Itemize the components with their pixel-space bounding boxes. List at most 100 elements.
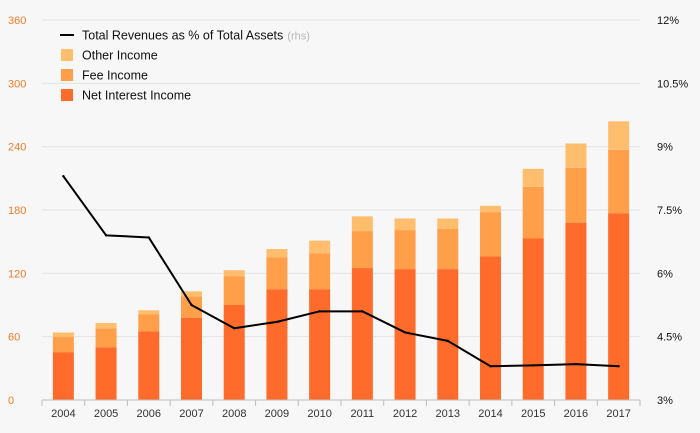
y-left-tick-label: 360 (8, 15, 26, 27)
bar-other-income (522, 168, 544, 187)
y-right-tick-label: 7.5% (657, 205, 682, 217)
bar-other-income (181, 291, 202, 297)
bar-net-interest-income (266, 289, 288, 400)
bar-other-income (52, 332, 74, 337)
bar-other-income (138, 310, 160, 315)
legend-label-text: Fee Income (82, 69, 148, 83)
line-point (574, 362, 578, 366)
bar-other-income (608, 121, 630, 150)
legend-color-swatch (61, 89, 73, 101)
bar-fee-income (437, 229, 459, 270)
y-right-tick-label: 3% (657, 395, 673, 407)
bar-fee-income (266, 257, 288, 290)
bar-other-income (95, 322, 117, 329)
x-tick-label: 2012 (393, 408, 417, 420)
y-left-tick-label: 240 (8, 142, 26, 154)
line-point (617, 365, 620, 368)
legend-label: Total Revenues as % of Total Assets (rhs) (82, 29, 310, 43)
bar-fee-income (480, 212, 501, 257)
y-right-tick-label: 12% (657, 15, 679, 27)
line-point (318, 310, 321, 313)
bar-net-interest-income (437, 269, 459, 400)
y-right-tick-label: 9% (657, 142, 673, 154)
legend-label: Fee Income (82, 69, 148, 83)
x-tick-label: 2004 (51, 408, 75, 420)
line-point (489, 365, 492, 368)
bar-net-interest-income (223, 305, 245, 400)
line-point (275, 320, 279, 324)
bar-net-interest-income (394, 269, 416, 400)
bar-fee-income (394, 230, 416, 270)
bar-net-interest-income (52, 352, 74, 400)
bar-net-interest-income (565, 222, 587, 400)
bar-net-interest-income (138, 331, 160, 400)
legend-note: (rhs) (287, 31, 310, 43)
y-left-tick-label: 180 (8, 205, 26, 217)
x-tick-label: 2005 (94, 408, 118, 420)
legend-label-text: Total Revenues as % of Total Assets (82, 29, 283, 43)
bar-fee-income (309, 253, 331, 290)
bars (52, 121, 630, 400)
bar-fee-income (608, 149, 630, 214)
bar-net-interest-income (181, 317, 202, 400)
bar-other-income (223, 270, 245, 277)
bar-net-interest-income (95, 347, 117, 400)
bar-net-interest-income (608, 213, 630, 400)
x-tick-label: 2016 (564, 408, 588, 420)
bar-fee-income (95, 328, 117, 348)
line-point (233, 327, 236, 330)
gridlines (42, 19, 640, 338)
revenue-ratio-line-group (62, 175, 620, 368)
legend-color-swatch (61, 49, 73, 61)
x-tick-label: 2017 (606, 408, 630, 420)
bar-other-income (394, 218, 416, 231)
y-right-tick-label: 4.5% (657, 332, 682, 344)
x-tick-label: 2010 (307, 408, 331, 420)
x-tick-label: 2013 (436, 408, 460, 420)
x-tick-label: 2006 (137, 408, 161, 420)
x-tick-label: 2007 (179, 408, 203, 420)
bar-fee-income (522, 186, 544, 239)
axes: 0 3% 60 4.5% 120 6% 180 7.5% 240 9% 300 10.5% 360 12%… (8, 15, 688, 420)
bar-fee-income (223, 276, 245, 305)
x-tick-label: 2009 (265, 408, 289, 420)
bar-fee-income (351, 231, 373, 269)
y-right-tick-label: 6% (657, 268, 673, 280)
y-left-tick-label: 120 (8, 268, 26, 280)
bar-other-income (437, 218, 459, 229)
x-tick-label: 2014 (478, 408, 502, 420)
bar-fee-income (52, 336, 74, 353)
line-point (532, 364, 535, 367)
bar-fee-income (138, 314, 160, 332)
line-point (361, 310, 364, 313)
line-point (403, 331, 407, 334)
legend-label: Net Interest Income (82, 89, 191, 103)
bar-net-interest-income (351, 268, 373, 400)
line-point (147, 236, 150, 239)
revenue-ratio-line (62, 175, 619, 368)
bar-other-income (266, 249, 288, 258)
legend-label-text: Other Income (82, 49, 158, 63)
bar-other-income (309, 240, 331, 254)
y-left-tick-label: 60 (8, 332, 20, 344)
line-point (446, 339, 449, 343)
x-tick-label: 2008 (222, 408, 246, 420)
bar-net-interest-income (480, 256, 501, 400)
legend: Total Revenues as % of Total Assets (rhs)… (60, 29, 310, 103)
y-right-tick-label: 10.5% (657, 78, 688, 90)
bar-net-interest-income (522, 238, 544, 400)
legend-color-swatch (61, 69, 73, 81)
line-point (104, 234, 108, 237)
y-left-tick-label: 0 (8, 395, 14, 407)
bar-fee-income (565, 167, 587, 223)
bar-other-income (351, 216, 373, 232)
line-point (62, 175, 65, 178)
x-tick-label: 2011 (351, 408, 375, 420)
bar-other-income (480, 205, 501, 213)
legend-label: Other Income (82, 49, 158, 63)
legend-label-text: Net Interest Income (82, 89, 191, 103)
line-point (190, 303, 193, 307)
bar-net-interest-income (309, 289, 331, 400)
